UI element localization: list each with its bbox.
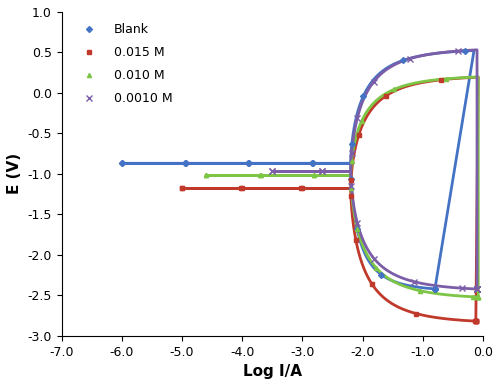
0.010 M [354, 227, 360, 231]
Blank [119, 161, 125, 166]
X-axis label: Log I/A: Log I/A [243, 364, 302, 379]
0.010 M [475, 295, 481, 300]
0.015 M [473, 319, 479, 323]
0.010 M [312, 173, 318, 178]
0.0010 M [411, 279, 417, 284]
0.0010 M [319, 169, 325, 174]
0.010 M [310, 173, 316, 178]
0.0010 M [474, 287, 480, 291]
0.0010 M [370, 80, 376, 84]
0.0010 M [354, 116, 360, 120]
0.010 M [392, 87, 398, 91]
0.015 M [438, 78, 444, 82]
Legend: Blank, 0.015 M, 0.010 M, 0.0010 M: Blank, 0.015 M, 0.010 M, 0.0010 M [68, 18, 178, 110]
0.015 M [348, 193, 354, 198]
Blank [246, 161, 252, 166]
0.010 M [257, 173, 263, 178]
0.0010 M [474, 287, 480, 291]
Blank [432, 286, 438, 291]
Blank [400, 58, 406, 63]
Blank [184, 161, 190, 166]
Blank [349, 141, 355, 146]
0.0010 M [372, 257, 378, 261]
0.0010 M [270, 169, 276, 174]
0.015 M [369, 282, 375, 287]
0.015 M [472, 319, 478, 323]
0.015 M [356, 132, 362, 137]
0.010 M [475, 295, 481, 300]
0.010 M [373, 266, 379, 270]
Line: 0.010 M: 0.010 M [204, 77, 480, 299]
0.010 M [358, 119, 364, 124]
Blank [310, 161, 316, 166]
0.0010 M [474, 287, 480, 291]
Blank [246, 161, 252, 166]
0.015 M [353, 238, 359, 242]
0.015 M [238, 186, 244, 191]
Blank [432, 286, 438, 291]
0.015 M [179, 186, 185, 191]
0.010 M [470, 295, 476, 299]
0.010 M [258, 173, 264, 178]
0.010 M [475, 295, 481, 300]
Blank [378, 272, 384, 277]
0.0010 M [348, 151, 354, 155]
0.010 M [444, 76, 450, 81]
0.015 M [298, 186, 304, 191]
0.015 M [382, 94, 388, 98]
Blank [432, 286, 438, 291]
Blank [360, 93, 366, 98]
Blank [119, 161, 125, 166]
0.015 M [348, 177, 354, 182]
0.010 M [416, 288, 422, 293]
0.0010 M [474, 287, 480, 291]
Line: 0.0010 M: 0.0010 M [270, 48, 480, 292]
0.0010 M [354, 221, 360, 225]
Blank [348, 177, 354, 182]
0.015 M [414, 312, 420, 316]
0.0010 M [456, 49, 462, 53]
Blank [354, 227, 360, 232]
Line: 0.015 M: 0.015 M [180, 78, 478, 323]
0.010 M [348, 186, 354, 190]
Blank [432, 286, 438, 291]
0.015 M [179, 186, 185, 191]
0.015 M [473, 319, 479, 323]
0.0010 M [348, 184, 354, 189]
0.015 M [298, 186, 304, 191]
Blank [308, 161, 314, 166]
0.010 M [475, 295, 481, 300]
Blank [462, 49, 468, 53]
0.015 M [473, 319, 479, 323]
0.0010 M [318, 169, 324, 174]
0.015 M [239, 186, 245, 191]
0.010 M [475, 295, 481, 300]
0.0010 M [270, 169, 276, 174]
0.0010 M [407, 56, 413, 61]
0.0010 M [474, 287, 480, 291]
0.010 M [203, 173, 209, 178]
0.015 M [473, 319, 479, 323]
0.0010 M [459, 286, 465, 291]
0.010 M [203, 173, 209, 178]
Blank [182, 161, 188, 166]
Line: Blank: Blank [120, 49, 468, 291]
0.0010 M [474, 287, 480, 291]
Blank [432, 286, 438, 291]
0.015 M [473, 319, 479, 323]
Y-axis label: E (V): E (V) [7, 153, 22, 195]
0.010 M [348, 158, 354, 163]
